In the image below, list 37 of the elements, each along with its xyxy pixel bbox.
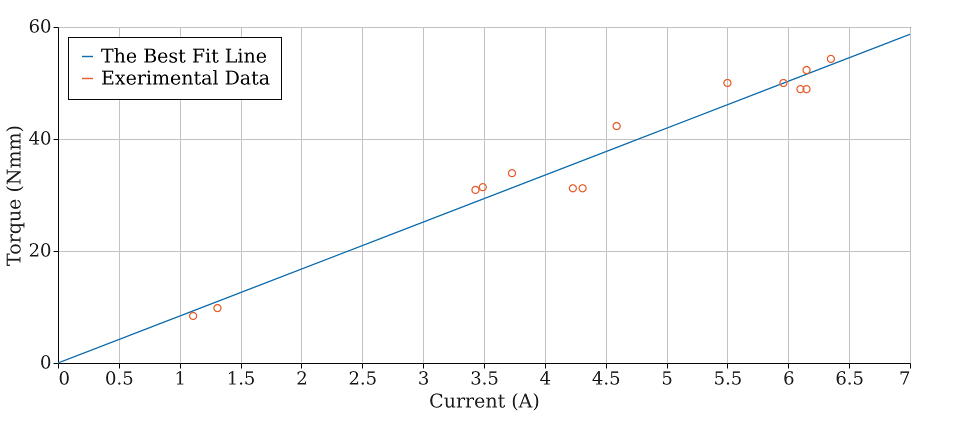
x-tick-label: 1.5 [226, 368, 256, 390]
x-tick-label: 5.5 [714, 368, 742, 390]
x-tick-label: 6 [783, 368, 795, 390]
legend-label: The Best Fit Line [101, 46, 267, 68]
point [478, 182, 487, 192]
x-axis-title: Current (A) [429, 390, 540, 412]
point [723, 78, 732, 88]
point [578, 184, 587, 192]
x-tick-label: 0.5 [105, 368, 134, 390]
x-tick-label: 4 [540, 368, 552, 390]
x-tick-label: 3.5 [470, 368, 499, 390]
point [779, 78, 788, 88]
x-tick-label: 6.5 [835, 368, 864, 390]
y-tick-label: 40 [28, 128, 52, 150]
x-tick-label: 7 [899, 368, 910, 390]
point [568, 184, 578, 192]
point [213, 304, 222, 312]
y-tick-label: 20 [28, 240, 52, 262]
point [796, 84, 805, 94]
point [802, 84, 811, 94]
point [471, 186, 480, 194]
legend-label: Exerimental Data [101, 68, 270, 90]
point [826, 54, 836, 64]
point [802, 66, 811, 74]
x-tick-label: 2.5 [348, 368, 378, 390]
x-tick-label: 2 [296, 368, 308, 390]
point [508, 168, 516, 178]
point [188, 312, 198, 320]
y-tick-label: 60 [28, 16, 52, 38]
x-tick-label: 5 [661, 368, 673, 390]
x-tick-label: 0 [58, 368, 70, 390]
y-tick-label: 0 [40, 352, 52, 374]
x-tick-label: 1 [174, 368, 186, 390]
x-tick-label: 4.5 [592, 368, 621, 390]
point [612, 122, 621, 130]
x-tick-label: 3 [418, 368, 430, 390]
y-axis-title: Torque (Nmm) [4, 125, 26, 266]
